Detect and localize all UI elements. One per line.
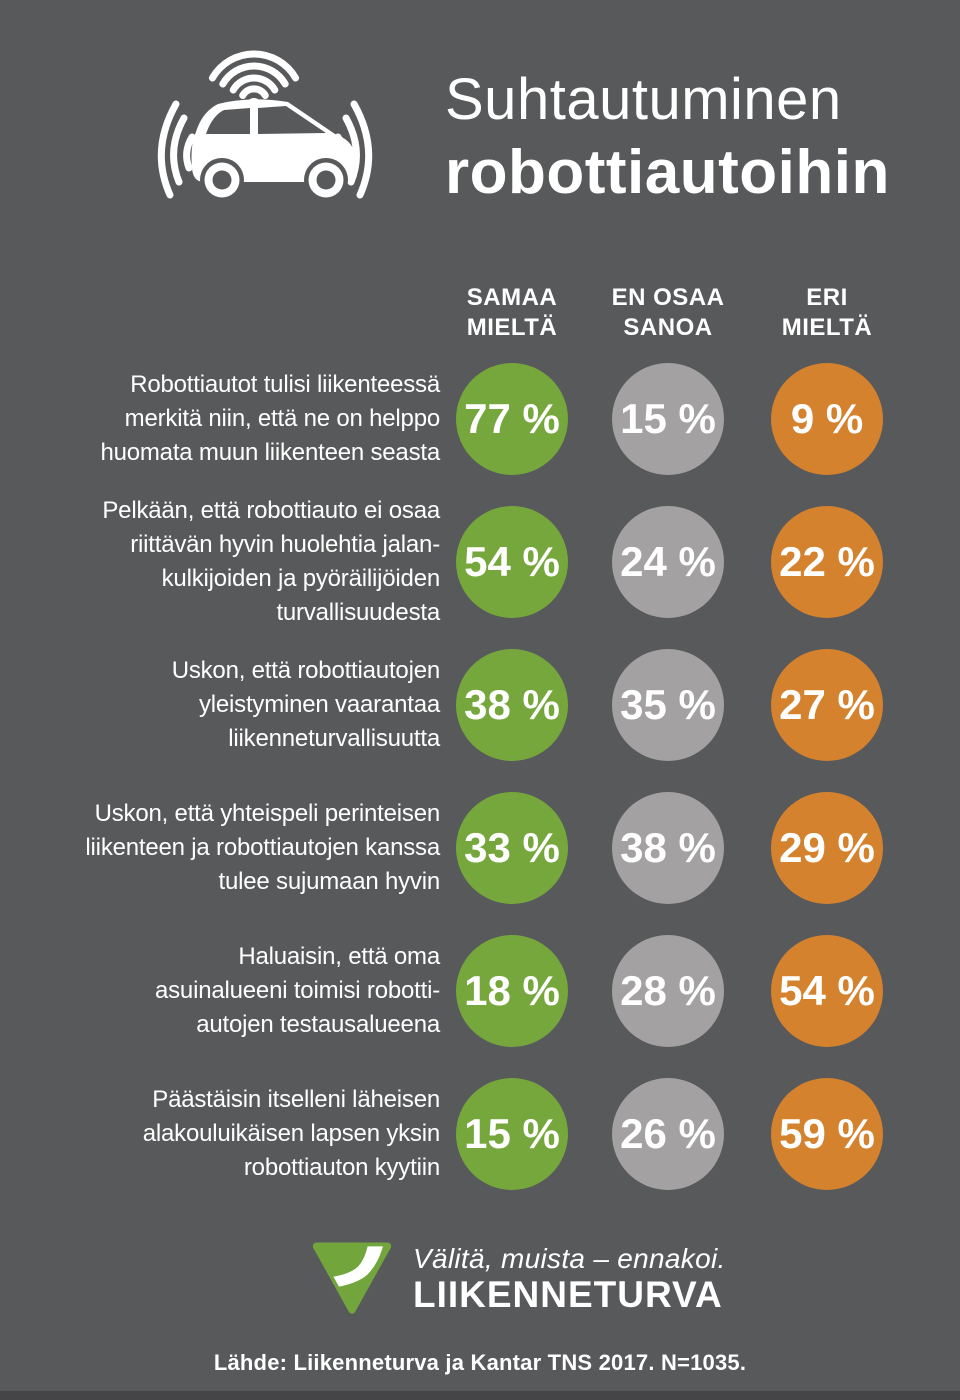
disagree-value: 29 % [779, 823, 875, 871]
table-row: Pelkään, että robottiauto ei osaa riittä… [0, 490, 960, 633]
logo-text: Välitä, muista – ennakoi. LIIKENNETURVA [413, 1243, 726, 1315]
neutral-value: 38 % [620, 823, 716, 871]
agree-value: 77 % [464, 394, 560, 442]
column-header-agree: SAMAA MIELTÄ [466, 284, 558, 341]
table-row: Haluaisin, että oma asuinalueeni toimisi… [0, 919, 960, 1062]
agree-circle: 18 % [456, 934, 568, 1047]
agree-circle: 15 % [456, 1077, 568, 1190]
neutral-circle: 38 % [612, 791, 724, 904]
agree-circle: 38 % [456, 648, 568, 761]
disagree-value: 22 % [779, 537, 875, 585]
disagree-circle: 29 % [771, 791, 883, 904]
disagree-value: 9 % [790, 394, 864, 442]
agree-value: 54 % [464, 537, 560, 585]
self-driving-car-icon [157, 50, 373, 202]
column-header-disagree: ERI MIELTÄ [781, 284, 873, 341]
table-row: Päästäisin itselleni läheisen alakouluik… [0, 1062, 960, 1205]
table-row: Robottiautot tulisi liikenteessä merkitä… [0, 347, 960, 490]
logo-tagline: Välitä, muista – ennakoi. [413, 1243, 726, 1274]
agree-value: 15 % [464, 1109, 560, 1157]
liikenneturva-triangle-icon [312, 1242, 392, 1314]
logo-brand: LIIKENNETURVA [413, 1274, 723, 1315]
statement-text: Uskon, että yhteispeli perinteisen liike… [85, 799, 440, 895]
disagree-circle: 22 % [771, 505, 883, 618]
statement-text: Haluaisin, että oma asuinalueeni toimisi… [154, 942, 440, 1038]
statement-text: Uskon, että robottiautojen yleistyminen … [171, 656, 441, 752]
page-title: Suhtautuminen robottiautoihin [445, 64, 890, 210]
agree-value: 38 % [464, 680, 560, 728]
bottom-strip [0, 1391, 960, 1400]
disagree-value: 54 % [779, 966, 875, 1014]
neutral-circle: 28 % [612, 934, 724, 1047]
neutral-value: 24 % [620, 537, 716, 585]
agree-circle: 77 % [456, 362, 568, 475]
statement-text: Pelkään, että robottiauto ei osaa riittä… [102, 496, 440, 626]
title-regular: Suhtautuminen [445, 67, 842, 132]
table-row: Uskon, että robottiautojen yleistyminen … [0, 633, 960, 776]
neutral-circle: 15 % [612, 362, 724, 475]
title-bold: robottiautoihin [445, 138, 890, 207]
agree-value: 18 % [464, 966, 560, 1014]
disagree-value: 27 % [779, 680, 875, 728]
neutral-circle: 26 % [612, 1077, 724, 1190]
table-row: Uskon, että yhteispeli perinteisen liike… [0, 776, 960, 919]
results-table: Robottiautot tulisi liikenteessä merkitä… [0, 347, 960, 1205]
disagree-circle: 59 % [771, 1077, 883, 1190]
agree-circle: 33 % [456, 791, 568, 904]
disagree-value: 59 % [779, 1109, 875, 1157]
car-body-icon [191, 98, 355, 202]
statement-text: Robottiautot tulisi liikenteessä merkitä… [100, 370, 440, 466]
source-note: Lähde: Liikenneturva ja Kantar TNS 2017.… [213, 1350, 747, 1375]
neutral-value: 15 % [620, 394, 716, 442]
neutral-value: 35 % [620, 680, 716, 728]
disagree-circle: 54 % [771, 934, 883, 1047]
neutral-value: 28 % [620, 966, 716, 1014]
agree-circle: 54 % [456, 505, 568, 618]
neutral-circle: 24 % [612, 505, 724, 618]
agree-value: 33 % [464, 823, 560, 871]
liikenneturva-logo: Välitä, muista – ennakoi. LIIKENNETURVA [311, 1240, 726, 1318]
statement-text: Päästäisin itselleni läheisen alakouluik… [142, 1085, 440, 1181]
column-header-neutral: EN OSAA SANOA [611, 284, 725, 341]
disagree-circle: 9 % [771, 362, 883, 475]
neutral-circle: 35 % [612, 648, 724, 761]
disagree-circle: 27 % [771, 648, 883, 761]
neutral-value: 26 % [620, 1109, 716, 1157]
